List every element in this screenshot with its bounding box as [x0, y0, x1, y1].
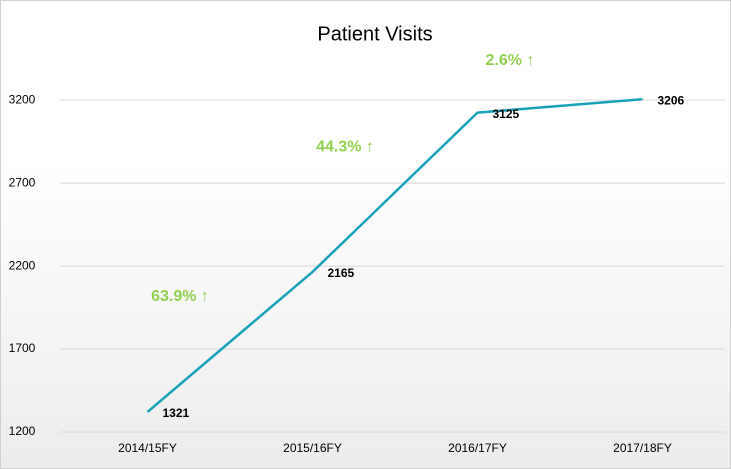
line [146, 97, 643, 413]
growth-annotation: 63.9% ↑ [151, 288, 209, 305]
data-label: 3206 [658, 93, 685, 107]
data-label: 1321 [163, 406, 190, 420]
x-tick-label: 2016/17FY [448, 441, 507, 455]
x-tick-label: 2017/18FY [613, 441, 672, 455]
growth-annotation: 44.3% ↑ [316, 138, 374, 155]
x-tick-label: 2015/16FY [283, 441, 342, 455]
data-label: 3125 [493, 107, 520, 121]
chart-title: Patient Visits [317, 23, 432, 45]
y-tick-label: 2200 [9, 258, 36, 272]
y-tick-label: 3200 [9, 92, 36, 106]
growth-annotation: 2.6% ↑ [486, 52, 535, 69]
y-tick-label: 2700 [9, 175, 36, 189]
x-tick-label: 2014/15FY [118, 441, 177, 455]
data-label: 2165 [328, 266, 355, 280]
y-tick-label: 1700 [9, 341, 36, 355]
y-tick-label: 1200 [9, 424, 36, 438]
